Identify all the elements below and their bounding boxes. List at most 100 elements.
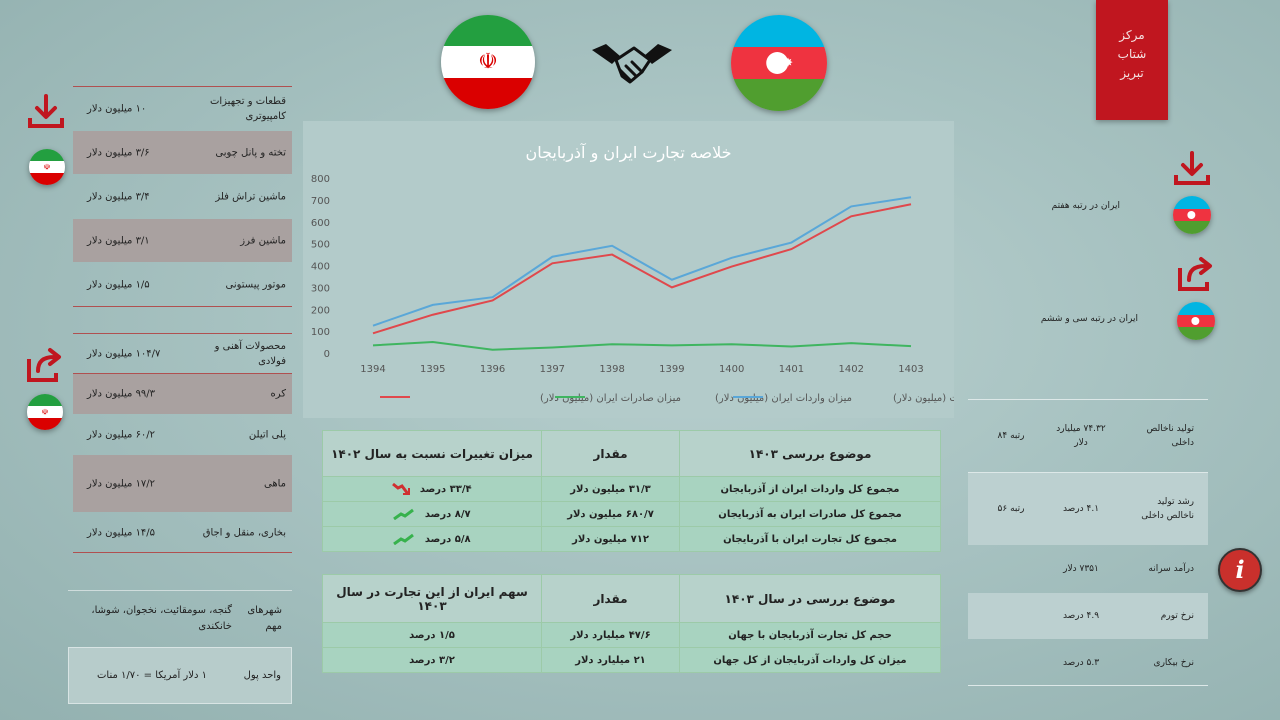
stat-label: رشد تولید ناخالص داخلی [1141, 497, 1194, 521]
export-item-name: ماشین تراش فلز [215, 191, 286, 202]
table-row: میزان کل واردات آذربایجان از کل جهان ۲۱ … [322, 647, 941, 673]
trend-up-icon [393, 508, 415, 521]
import-item-name: کره [270, 388, 286, 400]
export-item-value: ۳/۱ میلیون دلار [87, 235, 150, 246]
chart-title: خلاصه تجارت ایران و آذربایجان [525, 143, 732, 162]
azerbaijan-flag-top: ✸ [731, 15, 827, 111]
tabriz-accelerator-badge[interactable]: مرکز شتاب تبریز [1096, 0, 1168, 120]
currency-label: واحد پول [243, 670, 281, 681]
table2-header-amount: مقدار [541, 574, 680, 623]
badge-line-1: مرکز [1119, 28, 1145, 42]
download-icon [1174, 151, 1210, 185]
share-icon [1178, 257, 1212, 291]
badge-line-3: تبریز [1120, 66, 1144, 80]
trade-chart-panel: خلاصه تجارت ایران و آذربایجان 0 100 200 300… [303, 121, 954, 418]
export-item-name: موتور پیستونی [225, 279, 286, 290]
iran-flag-exports: ☫ [29, 149, 65, 185]
x-tick-label: 1401 [779, 364, 804, 375]
legend-label: میزان صادرات ایران (میلیون دلار) [540, 393, 681, 404]
import-item: محصولات آهنی و فولادی ۱۰۴/۷ میلیون دلار [73, 334, 292, 373]
table1-change-cell: ۵/۸ درصد [322, 526, 542, 552]
y-tick-label: 700 [311, 196, 330, 207]
stat-rank: رتبه ۸۴ [997, 431, 1025, 441]
y-tick-label: 300 [311, 283, 330, 294]
table1-amount: ۶۸۰/۷ میلیون دلار [541, 501, 680, 527]
x-tick-label: 1397 [540, 364, 565, 375]
table1-amount: ۳۱/۳ میلیون دلار [541, 476, 680, 502]
import-item-value: ۱۴/۵ میلیون دلار [87, 527, 156, 538]
export-item: ماشین تراش فلز ۳/۴ میلیون دلار [73, 175, 292, 218]
export-item: تخته و پانل چوبی ۳/۶ میلیون دلار [73, 131, 292, 174]
export-item-value: ۱۰ میلیون دلار [87, 103, 147, 114]
import-item: ماهی ۱۷/۲ میلیون دلار [73, 455, 292, 512]
import-item-value: ۹۹/۳ میلیون دلار [87, 388, 156, 400]
export-item-value: ۱/۵ میلیون دلار [87, 279, 150, 290]
stat-row: نرخ بیکاری ۵.۳ درصد [968, 640, 1208, 686]
series-line-1 [372, 341, 912, 351]
table-row: حجم کل تجارت آذربایجان با جهان ۴۷/۶ میلی… [322, 622, 941, 648]
series-line-0 [372, 203, 912, 335]
x-tick-label: 1396 [480, 364, 505, 375]
currency-box: واحد پول ۱ دلار آمریکا = ۱/۷۰ منات [68, 647, 292, 704]
legend-label: میزان واردات ایران (میلیون دلار) [715, 393, 852, 404]
table1-change: ۸/۷ درصد [424, 509, 471, 520]
cities-box: شهرهای مهم گنجه، سومقائیت، نخجوان، شوشا،… [68, 590, 292, 646]
azerbaijan-flag-export [1177, 302, 1215, 340]
import-item: پلی اتیلن ۶۰/۲ میلیون دلار [73, 415, 292, 455]
y-tick-label: 800 [311, 174, 330, 185]
table1-change-cell: ۸/۷ درصد [322, 501, 542, 527]
info-icon[interactable]: i [1218, 548, 1262, 592]
table1-header-topic: موضوع بررسی ۱۴۰۳ [679, 430, 941, 477]
x-tick-label: 1395 [420, 364, 445, 375]
x-tick-label: 1400 [719, 364, 744, 375]
cities-label: شهرهای مهم [247, 605, 282, 632]
import-item-name: محصولات آهنی و فولادی [214, 340, 286, 367]
stat-row: نرخ تورم ۴.۹ درصد [968, 593, 1208, 639]
x-tick-label: 1394 [360, 364, 385, 375]
rank-import-text: ایران در رتبه هفتم [1051, 201, 1120, 211]
badge-line-2: شتاب [1117, 47, 1147, 61]
y-tick-label: 100 [311, 327, 330, 338]
trend-down-icon [392, 482, 411, 495]
table2-topic: میزان کل واردات آذربایجان از کل جهان [679, 647, 941, 673]
azerbaijan-flag-import [1173, 196, 1211, 234]
y-tick-label: 500 [311, 240, 330, 251]
y-tick-label: 0 [324, 349, 330, 360]
table2-header-share: سهم ایران از این تجارت در سال ۱۴۰۳ [322, 574, 542, 623]
import-item: کره ۹۹/۳ میلیون دلار [73, 374, 292, 414]
table2-amount: ۴۷/۶ میلیارد دلار [541, 622, 680, 648]
iran-share-table: موضوع بررسی در سال ۱۴۰۳ مقدار سهم ایران … [322, 574, 941, 673]
y-tick-label: 600 [311, 218, 330, 229]
series-line-2 [372, 196, 912, 327]
export-item-name: ماشین فرز [240, 235, 286, 246]
table2-share: ۱/۵ درصد [322, 622, 542, 648]
export-item-name: قطعات و تجهیزات کامپیوتری [209, 95, 286, 122]
cities-value: گنجه، سومقائیت، نخجوان، شوشا، خانکندی [91, 605, 232, 632]
table1-amount: ۷۱۲ میلیون دلار [541, 526, 680, 552]
table-row: مجموع کل تجارت ایران با آذربایجان ۷۱۲ می… [322, 526, 941, 552]
x-tick-label: 1399 [659, 364, 684, 375]
trend-up-icon [393, 533, 415, 546]
y-tick-label: 400 [311, 262, 330, 273]
table2-amount: ۲۱ میلیارد دلار [541, 647, 680, 673]
import-item-name: پلی اتیلن [248, 429, 286, 441]
table1-change: ۳۳/۴ درصد [419, 484, 472, 495]
stat-row: تولید ناخالص داخلی ۷۴.۳۲ میلیارد دلار رت… [968, 400, 1208, 473]
table1-topic: مجموع کل صادرات ایران به آذربایجان [679, 501, 941, 527]
currency-value: ۱ دلار آمریکا = ۱/۷۰ منات [97, 670, 207, 681]
stat-value: ۴.۱ درصد [1062, 504, 1100, 514]
export-item: قطعات و تجهیزات کامپیوتری ۱۰ میلیون دلار [73, 87, 292, 130]
table-row: مجموع کل صادرات ایران به آذربایجان ۶۸۰/۷… [322, 501, 941, 527]
export-item: موتور پیستونی ۱/۵ میلیون دلار [73, 263, 292, 306]
import-item-value: ۱۷/۲ میلیون دلار [87, 478, 156, 489]
download-icon [28, 94, 64, 128]
table1-topic: مجموع کل تجارت ایران با آذربایجان [679, 526, 941, 552]
legend-label: حجم کل تجارت (میلیون دلار) [893, 393, 954, 404]
export-item-value: ۳/۶ میلیون دلار [87, 147, 150, 158]
y-tick-label: 200 [311, 305, 330, 316]
export-item: ماشین فرز ۳/۱ میلیون دلار [73, 219, 292, 262]
handshake-icon [592, 44, 672, 84]
stat-label: تولید ناخالص داخلی [1146, 424, 1194, 448]
stat-label: درآمد سرانه [1148, 564, 1194, 574]
stat-value: ۵.۳ درصد [1062, 657, 1100, 668]
